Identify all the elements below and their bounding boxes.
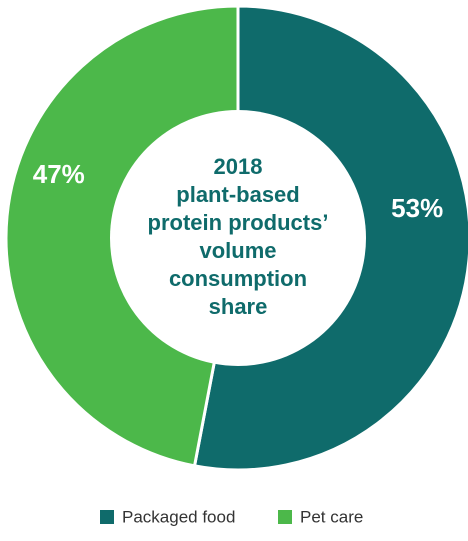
legend-swatch	[278, 510, 292, 524]
center-title-line: share	[209, 294, 268, 319]
legend-swatch	[100, 510, 114, 524]
center-title-line: protein products’	[148, 210, 329, 235]
legend-label: Pet care	[300, 507, 363, 526]
center-title-line: consumption	[169, 266, 307, 291]
center-title-line: 2018	[214, 154, 263, 179]
donut-hole	[110, 110, 366, 366]
center-title-line: volume	[199, 238, 276, 263]
slice-label-group: 53% 47%	[33, 159, 443, 223]
slice-value-label: 53%	[391, 193, 443, 223]
slice-value-label: 47%	[33, 159, 85, 189]
center-title-line: plant-based	[176, 182, 299, 207]
legend-label: Packaged food	[122, 507, 235, 526]
center-title: 2018 plant-based protein products’ volume co…	[148, 154, 329, 319]
legend: Packaged food Pet care	[100, 507, 363, 526]
